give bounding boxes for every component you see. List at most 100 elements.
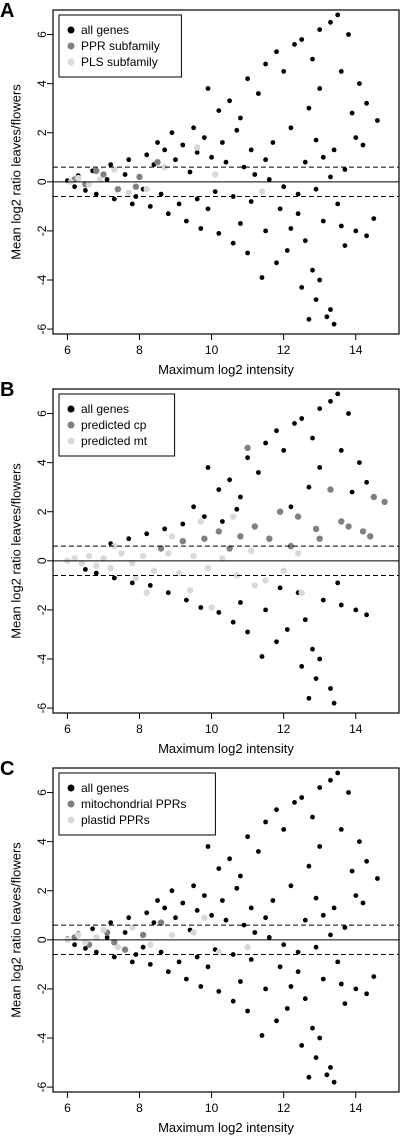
x-tick-label: 6 (64, 722, 71, 736)
panel-a: A 6 8 10 12 14 -6 -4 -2 0 2 4 6 Maximum log2 intensi… (0, 0, 408, 379)
data-point (328, 398, 333, 404)
data-point (295, 969, 301, 975)
data-point (281, 69, 287, 74)
legend-label: all genes (81, 402, 129, 416)
legend-marker (67, 421, 75, 429)
x-tick-label: 12 (277, 722, 291, 736)
data-point (150, 567, 158, 574)
data-point (144, 910, 150, 916)
points-group (65, 12, 380, 327)
data-point (125, 189, 132, 197)
data-point (245, 455, 251, 461)
data-point (357, 460, 362, 465)
legend-marker (67, 437, 75, 445)
data-point (216, 231, 222, 236)
data-point (114, 944, 122, 951)
legend-box (58, 393, 176, 457)
data-point (85, 552, 93, 560)
data-point (237, 533, 244, 540)
data-point (118, 550, 125, 557)
data-point (274, 260, 279, 266)
data-point (245, 834, 251, 840)
points-group (64, 770, 380, 1085)
legend-marker (67, 58, 75, 66)
data-point (375, 876, 380, 881)
data-point (360, 142, 366, 148)
data-point (306, 695, 312, 701)
data-point (258, 188, 266, 195)
legend-marker (67, 800, 75, 808)
data-point (316, 535, 323, 542)
data-point (284, 248, 290, 253)
data-point (284, 1006, 290, 1011)
data-point (111, 166, 118, 173)
x-tick-label: 8 (136, 343, 143, 357)
data-point (194, 908, 200, 913)
data-point (129, 924, 136, 931)
data-point (230, 513, 237, 520)
data-point (317, 277, 323, 283)
x-tick-label: 8 (136, 722, 143, 736)
data-point (353, 607, 359, 613)
data-point (245, 629, 251, 635)
data-point (238, 600, 243, 605)
y-tick-label: 0 (35, 178, 49, 185)
x-tick-label: 14 (349, 343, 363, 357)
data-point (251, 523, 258, 530)
data-point (93, 934, 100, 941)
points-group (64, 391, 388, 706)
x-tick-label: 10 (205, 343, 219, 357)
data-point (245, 250, 251, 256)
data-point (238, 873, 243, 879)
data-point (338, 981, 344, 987)
legend-label: all genes (81, 781, 129, 795)
data-point (331, 700, 337, 706)
data-point (331, 1079, 337, 1085)
data-point (147, 962, 153, 967)
data-point (212, 189, 218, 195)
data-point (349, 110, 355, 116)
x-tick-label: 12 (277, 1101, 291, 1115)
data-point (230, 998, 236, 1004)
y-tick-label: -2 (35, 225, 49, 236)
y-tick-label: -2 (35, 604, 49, 615)
data-point (93, 191, 99, 197)
data-point (317, 406, 323, 411)
data-point (338, 69, 344, 74)
data-point (93, 167, 100, 174)
data-point (263, 157, 268, 163)
data-point (375, 118, 380, 123)
data-point (238, 494, 243, 500)
data-point (288, 984, 294, 989)
data-point (169, 888, 175, 894)
data-point (111, 542, 118, 550)
data-point (144, 531, 150, 537)
data-point (208, 604, 215, 611)
data-point (129, 560, 136, 567)
data-point (259, 654, 265, 659)
data-point (111, 196, 117, 202)
data-point (298, 589, 305, 596)
data-point (158, 191, 164, 197)
data-point (317, 1035, 323, 1041)
data-point (100, 555, 107, 562)
data-point (198, 605, 204, 610)
data-point (317, 844, 323, 849)
data-point (302, 617, 308, 623)
data-point (288, 125, 294, 131)
legend-label: plastid PPRs (81, 813, 150, 827)
data-point (227, 98, 233, 104)
data-point (263, 819, 268, 825)
data-point (342, 1001, 348, 1006)
data-point (230, 619, 236, 625)
legend-marker (67, 42, 75, 50)
data-point (191, 883, 197, 889)
data-point (364, 612, 369, 618)
data-point (338, 223, 344, 229)
data-point (202, 514, 207, 519)
data-point (165, 550, 172, 557)
data-point (302, 159, 308, 165)
data-point (364, 991, 369, 997)
data-point (204, 565, 212, 572)
data-point (132, 183, 140, 190)
